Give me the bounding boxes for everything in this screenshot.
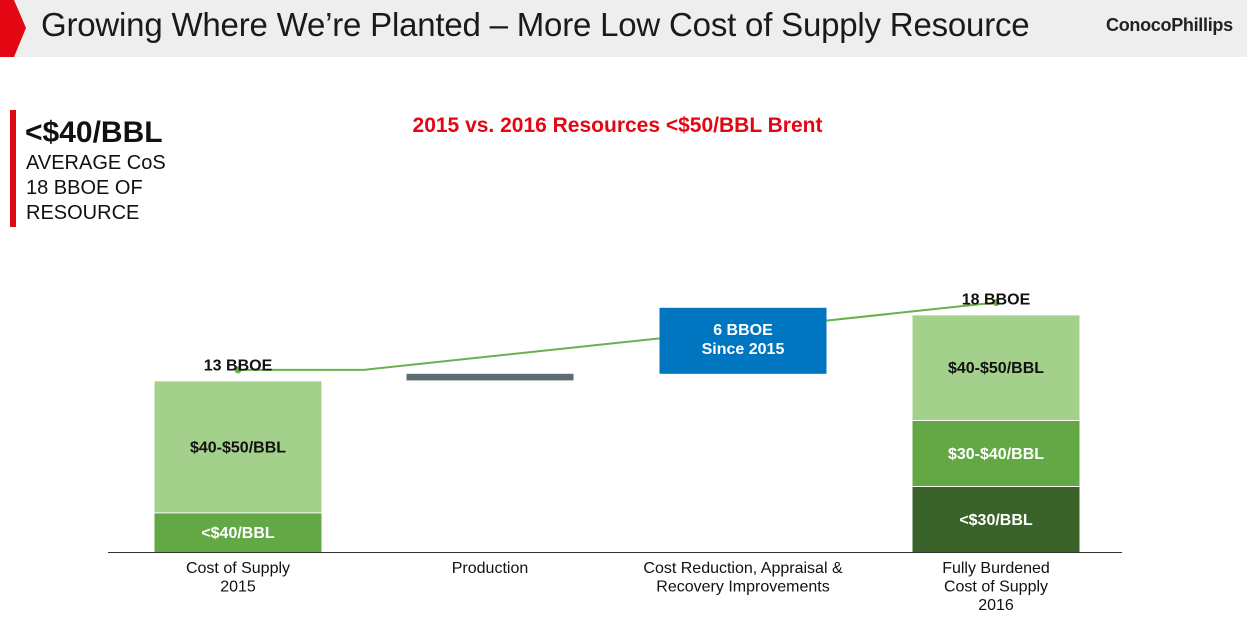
trend-line-start-dot <box>234 366 242 374</box>
slide-header: Growing Where We’re Planted – More Low C… <box>0 0 1247 57</box>
callout-line-3: RESOURCE <box>26 202 140 224</box>
callout-headline: <$40/BBL <box>25 116 163 149</box>
category-label-1-0: Production <box>452 560 529 577</box>
floating-bar-1 <box>659 307 827 374</box>
floating-bar-1-label-1: Since 2015 <box>702 341 785 358</box>
category-label-3-2: 2016 <box>978 597 1014 614</box>
stack-1-segment-0 <box>912 486 1080 552</box>
stack-1-total-label: 18 BBOE <box>962 291 1031 308</box>
stack-1-segment-0-label: <$30/BBL <box>959 512 1033 529</box>
slide-title: Growing Where We’re Planted – More Low C… <box>41 6 1030 43</box>
stack-0-segment-0 <box>154 512 322 552</box>
floating-bar-1-label-0: 6 BBOE <box>713 322 773 339</box>
stack-0-total-label: 13 BBOE <box>204 357 273 374</box>
stack-1-segment-2-label: $40-$50/BBL <box>948 360 1044 377</box>
category-label-2-0: Cost Reduction, Appraisal & <box>643 560 843 577</box>
category-label-2-1: Recovery Improvements <box>656 579 829 596</box>
stack-0-segment-0-label: <$40/BBL <box>201 525 275 542</box>
category-label-3-0: Fully Burdened <box>942 560 1050 577</box>
stack-0-segment-1 <box>154 380 322 513</box>
stack-1-segment-1 <box>912 420 1080 486</box>
category-label-3-1: Cost of Supply <box>944 579 1048 596</box>
category-label-0-1: 2015 <box>220 579 256 596</box>
category-label-0-0: Cost of Supply <box>186 560 290 577</box>
stack-1-segment-1-label: $30-$40/BBL <box>948 446 1044 463</box>
stack-1-segment-2 <box>912 314 1080 420</box>
header-accent-shape <box>0 0 26 57</box>
trend-line-end-dot <box>992 299 1000 307</box>
trend-line <box>238 301 997 371</box>
callout-accent-bar <box>10 110 16 227</box>
floating-bar-0 <box>406 373 574 381</box>
stack-0-segment-1-label: $40-$50/BBL <box>190 439 286 456</box>
company-logo: ConocoPhillips <box>1106 15 1233 35</box>
callout-line-1: AVERAGE CoS <box>26 152 166 174</box>
callout-line-2: 18 BBOE OF <box>26 177 143 199</box>
chart-title: 2015 vs. 2016 Resources <$50/BBL Brent <box>412 114 823 137</box>
